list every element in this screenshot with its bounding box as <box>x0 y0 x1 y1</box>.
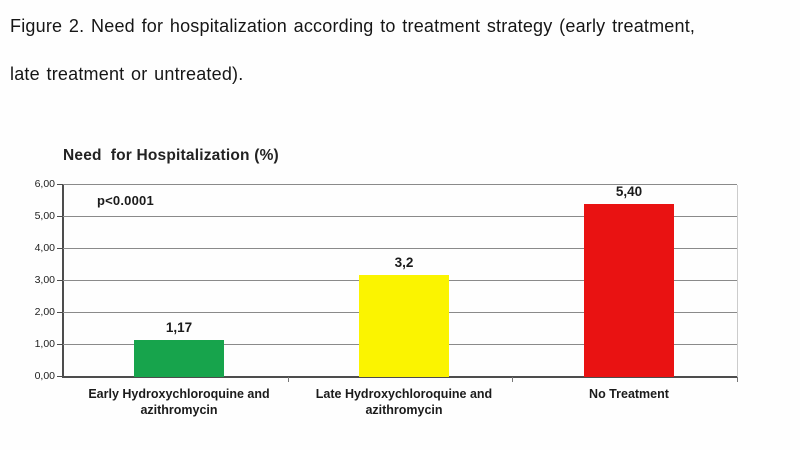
y-tick-label: 6,00 <box>34 178 55 190</box>
plot-area: p<0.0001 0,00 1,00 2,00 3,00 4,00 5,00 6,00 1,1… <box>35 178 738 417</box>
gridline <box>63 184 737 185</box>
y-axis-line <box>62 185 64 378</box>
y-tick-label: 4,00 <box>34 242 55 254</box>
y-axis-tick <box>57 184 63 185</box>
bar-value-label: 1,17 <box>165 320 193 335</box>
plot-right-border <box>737 185 738 377</box>
y-tick-label: 3,00 <box>34 274 55 286</box>
figure-caption-line-1: Figure 2. Need for hospitalization accor… <box>10 16 696 36</box>
y-tick-label: 1,00 <box>34 338 55 350</box>
figure-caption-line-2: late treatment or untreated). <box>10 64 244 84</box>
gridline <box>63 248 737 249</box>
y-axis-tick <box>57 248 63 249</box>
x-category-label: Early Hydroxychloroquine and azithromyci… <box>88 387 270 417</box>
gridline <box>63 216 737 217</box>
x-axis-line <box>62 376 738 378</box>
bar-value-label: 3,2 <box>394 255 414 270</box>
y-tick-label: 2,00 <box>34 306 55 318</box>
y-axis-tick <box>57 344 63 345</box>
x-axis-boundary-tick <box>288 377 289 382</box>
bar <box>359 275 449 377</box>
x-axis-end-tick <box>737 377 738 382</box>
y-tick-label: 5,00 <box>34 210 55 222</box>
bar <box>134 340 224 377</box>
y-axis-tick <box>57 312 63 313</box>
x-category-label: No Treatment <box>589 387 669 401</box>
chart-title: Need for Hospitalization (%) <box>63 147 279 164</box>
y-axis-tick <box>57 216 63 217</box>
bar <box>584 204 674 377</box>
x-category-label: Late Hydroxychloroquine and azithromycin <box>315 387 493 417</box>
y-axis-tick <box>57 280 63 281</box>
y-axis-tick <box>57 376 63 377</box>
bar-value-label: 5,40 <box>615 184 643 199</box>
p-value-annotation: p<0.0001 <box>97 193 154 208</box>
y-tick-label: 0,00 <box>34 370 55 382</box>
x-axis-boundary-tick <box>512 377 513 382</box>
